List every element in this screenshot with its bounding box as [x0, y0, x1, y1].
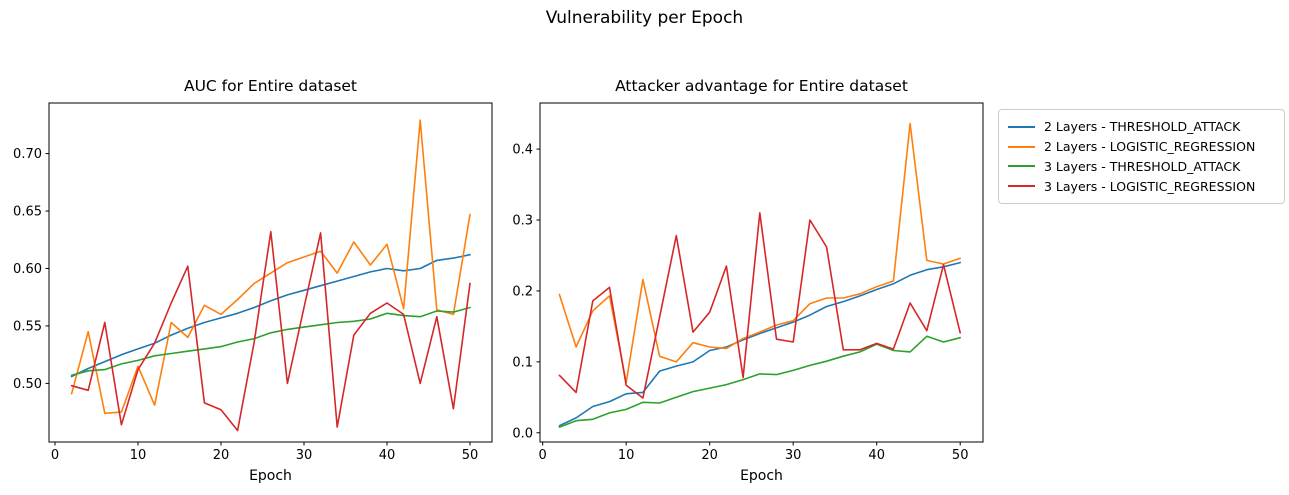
x-tick-label: 10 [130, 448, 147, 463]
y-tick-label: 0.55 [13, 319, 42, 334]
advantage-plot-title: Attacker advantage for Entire dataset [615, 77, 908, 95]
y-tick-label: 0.3 [512, 214, 533, 229]
advantage-plot-xlabel: Epoch [740, 468, 783, 484]
legend-label: 2 Layers - LOGISTIC_REGRESSION [1044, 139, 1256, 155]
y-tick-label: 0.70 [13, 147, 42, 162]
legend-label: 2 Layers - THRESHOLD_ATTACK [1044, 119, 1241, 135]
y-tick-label: 0.4 [512, 143, 533, 158]
legend-item: 3 Layers - LOGISTIC_REGRESSION [1008, 176, 1276, 196]
legend-line-sample-icon [1008, 165, 1035, 168]
x-tick-label: 40 [379, 448, 396, 463]
y-tick-label: 0.65 [13, 205, 42, 220]
x-tick-label: 30 [296, 448, 313, 463]
legend: 2 Layers - THRESHOLD_ATTACK 2 Layers - L… [998, 109, 1285, 204]
y-tick-label: 0.0 [512, 426, 533, 441]
x-tick-label: 0 [539, 448, 547, 463]
legend-line-sample-icon [1008, 125, 1035, 128]
x-tick-label: 30 [785, 448, 802, 463]
legend-item: 2 Layers - THRESHOLD_ATTACK [1008, 117, 1276, 137]
auc-plot-xlabel: Epoch [249, 468, 292, 484]
legend-label: 3 Layers - THRESHOLD_ATTACK [1044, 158, 1241, 174]
x-tick-label: 10 [618, 448, 635, 463]
legend-line-sample-icon [1008, 185, 1035, 188]
series-line [70, 253, 471, 378]
x-tick-label: 50 [952, 448, 969, 463]
x-tick-label: 50 [462, 448, 479, 463]
series-line [558, 335, 962, 428]
axes-frame [48, 102, 493, 443]
legend-label: 3 Layers - LOGISTIC_REGRESSION [1044, 178, 1256, 194]
x-tick-label: 0 [51, 448, 59, 463]
series-line [70, 119, 471, 415]
legend-item: 3 Layers - THRESHOLD_ATTACK [1008, 157, 1276, 177]
series-line [558, 212, 962, 399]
figure-title: Vulnerability per Epoch [545, 8, 744, 28]
x-tick-label: 20 [213, 448, 230, 463]
y-tick-label: 0.2 [512, 284, 533, 299]
y-tick-label: 0.60 [13, 262, 42, 277]
axes-frame [539, 102, 984, 443]
legend-line-sample-icon [1008, 145, 1035, 148]
y-tick-label: 0.1 [512, 355, 533, 370]
auc-plot-title: AUC for Entire dataset [183, 77, 358, 95]
series-line [70, 230, 471, 432]
legend-item: 2 Layers - LOGISTIC_REGRESSION [1008, 137, 1276, 157]
x-tick-label: 20 [701, 448, 718, 463]
y-tick-label: 0.50 [13, 377, 42, 392]
x-tick-label: 40 [868, 448, 885, 463]
series-line [558, 261, 962, 427]
